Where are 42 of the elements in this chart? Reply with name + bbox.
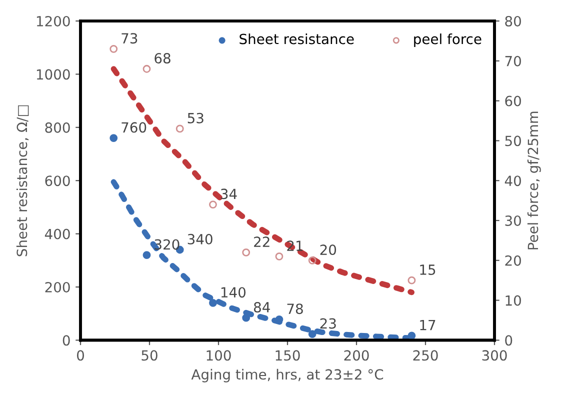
y2-axis-title: Peel force, gf/25mm xyxy=(527,112,541,250)
y2-tick-label: 30 xyxy=(505,215,521,226)
y-tick-label: 1000 xyxy=(36,69,70,80)
x-tick-label: 50 xyxy=(142,350,158,361)
x-tick-label: 0 xyxy=(76,350,84,361)
data-label: 34 xyxy=(220,188,237,200)
data-label: 53 xyxy=(188,112,204,124)
y2-tick-label: 80 xyxy=(505,16,521,26)
x-tick-label: 200 xyxy=(344,350,369,361)
data-label: 22 xyxy=(254,236,270,247)
y-tick-label: 600 xyxy=(45,176,70,186)
data-label: 84 xyxy=(254,302,270,312)
y-tick-label: 200 xyxy=(45,282,70,292)
y-tick-label: 400 xyxy=(44,228,70,240)
legend-label: Sheet resistance xyxy=(240,34,354,44)
y2-tick-label: 20 xyxy=(505,255,521,266)
x-tick-label: 150 xyxy=(276,350,300,361)
y2-tick-label: 40 xyxy=(504,176,521,186)
legend-label: peel force xyxy=(414,34,482,47)
y2-tick-label: 0 xyxy=(505,335,512,346)
y2-tick-label: 60 xyxy=(505,96,521,106)
data-label: 68 xyxy=(154,53,170,64)
data-label: 15 xyxy=(420,264,436,275)
data-label: 20 xyxy=(320,244,336,256)
data-label: 140 xyxy=(221,287,246,298)
x-tick-label: 300 xyxy=(482,350,507,361)
y-tick-label: 800 xyxy=(45,122,70,133)
y2-tick-label: 10 xyxy=(506,295,521,306)
x-axis-title: Aging time, hrs, at 23±2 °C xyxy=(191,368,384,382)
data-label: 73 xyxy=(122,33,138,44)
data-label: 340 xyxy=(188,234,212,244)
data-label: 17 xyxy=(420,320,436,330)
x-tick-label: 250 xyxy=(413,350,438,361)
data-label: 760 xyxy=(122,122,146,133)
data-label: 23 xyxy=(320,318,336,329)
y2-tick-label: 70 xyxy=(505,56,521,66)
y-axis-title: Sheet resistance, Ω/□ xyxy=(16,105,29,256)
x-tick-label: 100 xyxy=(206,350,231,361)
y2-tick-label: 50 xyxy=(505,136,521,146)
data-label: 78 xyxy=(287,304,303,314)
y-tick-label: 0 xyxy=(62,335,70,346)
y-tick-label: 1200 xyxy=(36,16,70,26)
